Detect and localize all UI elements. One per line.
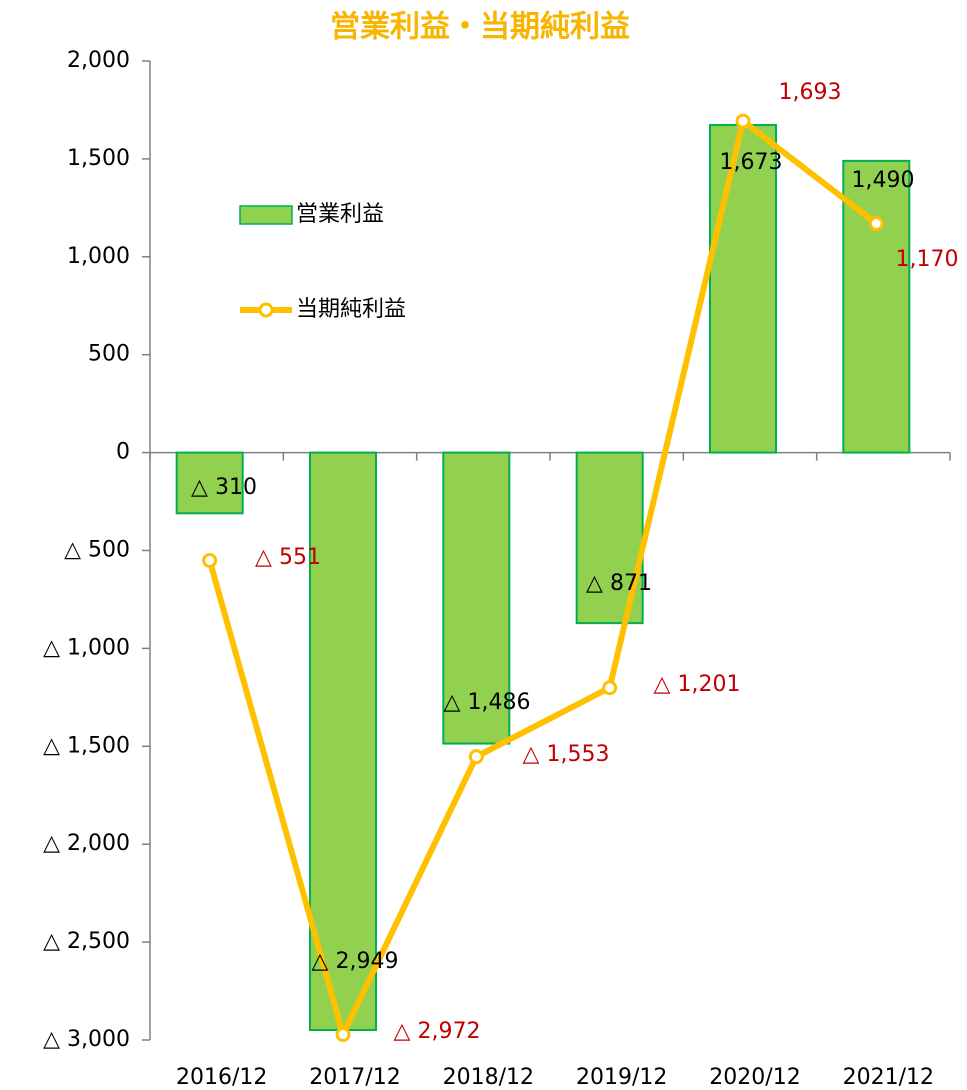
y-tick-label: △ 1,500 bbox=[43, 733, 130, 758]
line-marker bbox=[602, 680, 618, 696]
x-tick-label: 2016/12 bbox=[176, 1065, 267, 1090]
line-marker bbox=[202, 552, 218, 568]
x-tick-label: 2018/12 bbox=[443, 1065, 534, 1090]
y-tick-label: 2,000 bbox=[67, 48, 130, 73]
legend-marker bbox=[258, 302, 274, 318]
line bbox=[206, 118, 879, 1038]
line-marker bbox=[735, 113, 751, 129]
y-tick-label: 500 bbox=[88, 342, 130, 367]
x-tick-label: 2017/12 bbox=[309, 1065, 400, 1090]
x-tick-label: 2020/12 bbox=[709, 1065, 800, 1090]
data-label: 1,490 bbox=[852, 168, 915, 193]
y-tick-label: △ 2,000 bbox=[43, 831, 130, 856]
data-label: △ 2,972 bbox=[394, 1019, 481, 1044]
y-tick-label: △ 1,000 bbox=[43, 635, 130, 660]
chart-title: 営業利益・当期純利益 bbox=[330, 10, 630, 45]
legend-label: 営業利益 bbox=[296, 202, 384, 227]
x-tick-label: 2019/12 bbox=[576, 1065, 667, 1090]
data-label: 1,170 bbox=[896, 247, 959, 272]
line-marker bbox=[868, 216, 884, 232]
data-label: △ 310 bbox=[191, 475, 257, 500]
data-label: △ 2,949 bbox=[312, 949, 399, 974]
data-label: 1,693 bbox=[779, 80, 842, 105]
bar bbox=[709, 124, 777, 454]
bar bbox=[442, 451, 511, 745]
data-label: △ 871 bbox=[586, 571, 652, 596]
line-marker bbox=[468, 749, 484, 765]
data-label: △ 1,486 bbox=[444, 690, 531, 715]
y-tick-label: 0 bbox=[116, 440, 130, 465]
legend-swatch bbox=[239, 205, 293, 225]
x-tick-label: 2021/12 bbox=[843, 1065, 934, 1090]
data-label: 1,673 bbox=[720, 150, 783, 175]
y-tick-label: 1,500 bbox=[67, 146, 130, 171]
y-tick-label: △ 3,000 bbox=[43, 1027, 130, 1052]
line-marker bbox=[335, 1027, 351, 1043]
y-tick-label: △ 500 bbox=[64, 538, 130, 563]
bar bbox=[175, 451, 244, 515]
bar bbox=[309, 451, 377, 1032]
data-label: △ 1,201 bbox=[654, 672, 741, 697]
data-label: △ 551 bbox=[255, 545, 321, 570]
data-label: △ 1,553 bbox=[523, 742, 610, 767]
legend-label: 当期純利益 bbox=[296, 297, 406, 322]
y-tick-label: 1,000 bbox=[67, 244, 130, 269]
y-tick-label: △ 2,500 bbox=[43, 929, 130, 954]
